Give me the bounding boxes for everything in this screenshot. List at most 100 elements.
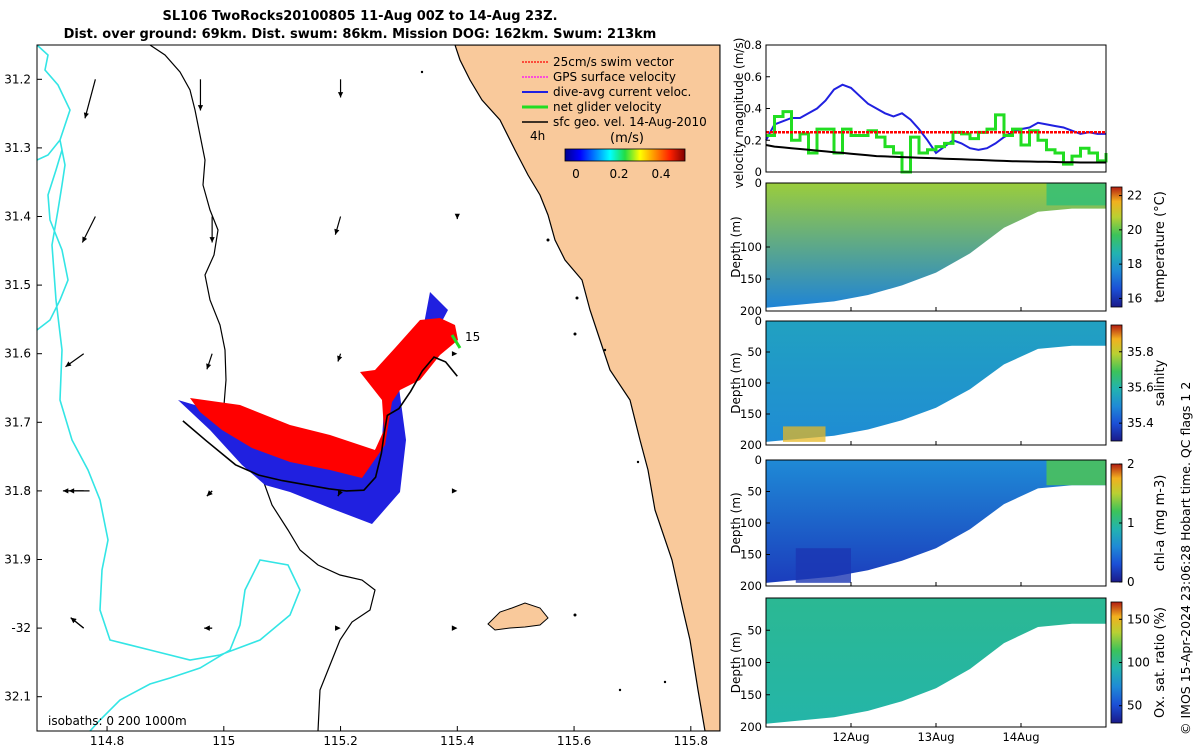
profile-y-tick-label: 50 <box>747 623 762 637</box>
surface-vector <box>337 79 344 98</box>
map-x-tick-label: 115 <box>212 734 235 748</box>
map-y-tick-label: 31.7 <box>4 415 31 429</box>
surface-vector-head <box>209 237 215 243</box>
velocity-lines <box>765 83 1108 174</box>
map-x-tick-label: 114.8 <box>90 734 124 748</box>
profile-y-tick-label: 150 <box>740 272 762 286</box>
deep-band <box>783 426 826 442</box>
coastal-rocks <box>420 70 667 692</box>
velocity-ylabel: velocity magnitude (m/s) <box>732 38 746 189</box>
surface-vector-head <box>82 236 88 243</box>
colorbar-tick-label: 18 <box>1127 257 1142 271</box>
map-x-tick-label: 115.8 <box>674 734 708 748</box>
profile-y-tick-label: 0 <box>755 314 762 328</box>
legend-sfc: sfc geo. vel. 14-Aug-2010 <box>553 115 707 129</box>
surface-vector-head <box>62 488 69 494</box>
surface-vector <box>335 625 341 631</box>
surface-vector <box>209 216 215 243</box>
profile-panel: 0 100 150 200 Depth (m) 16 18 20 22 temperature (… <box>729 176 1168 318</box>
velocity-y-tick-label: 0.6 <box>744 70 762 84</box>
surface-vector-head <box>337 355 343 362</box>
map-axes-box <box>36 44 721 732</box>
velocity-y-tick-label: 0.2 <box>744 133 762 147</box>
surface-band <box>1046 460 1106 486</box>
colorbar-tick-label: 100 <box>1127 656 1150 670</box>
colorbar-tick-label: 0 <box>1127 575 1135 589</box>
profile-colorbar <box>1110 324 1123 442</box>
map-colorbar-tick-2: 0.4 <box>651 167 670 181</box>
surface-vector-head <box>197 105 204 111</box>
profile-variable-label: temperature (°C) <box>1153 191 1168 303</box>
surface-vector-head <box>83 112 89 119</box>
profile-ylabel: Depth (m) <box>729 632 743 693</box>
surface-vector <box>65 353 85 368</box>
surface-vector-head <box>337 92 344 98</box>
net-glider-velocity-segment <box>450 334 462 349</box>
velocity-y-tick-label: 0.8 <box>744 38 762 52</box>
colorbar-tick-label: 22 <box>1127 189 1142 203</box>
date-tick-label: 14Aug <box>1002 730 1039 744</box>
surface-vector-shaft <box>84 79 96 119</box>
copyright-note: © IMOS 15-Apr-2024 23:06:28 Hobart time.… <box>1178 381 1193 735</box>
profile-variable-label: salinity <box>1153 359 1168 406</box>
surface-vector <box>70 617 85 629</box>
profile-ylabel: Depth (m) <box>729 492 743 553</box>
title-line-2: Dist. over ground: 69km. Dist. swum: 86k… <box>63 27 657 42</box>
colorbar-tick-label: 150 <box>1127 612 1150 626</box>
surface-vector-head <box>337 490 343 497</box>
profile-y-tick-label: 200 <box>740 579 762 593</box>
surface-vector-head <box>206 363 212 370</box>
map-x-tick-label: 115.6 <box>557 734 591 748</box>
surface-vector <box>334 216 342 235</box>
surface-vector <box>451 488 458 494</box>
surface-vector <box>81 216 96 243</box>
profile-panel: 0 50 100 150 200 Depth (m) 0 1 2 chl-a (mg m-3) <box>729 453 1168 593</box>
surface-vector <box>204 625 213 631</box>
profile-y-tick-label: 200 <box>740 720 762 734</box>
velocity-series-line <box>765 144 1106 164</box>
surface-vector <box>451 625 458 631</box>
map-y-tick-label: 31.5 <box>4 278 31 292</box>
surface-vector-head <box>451 488 458 494</box>
surface-vector <box>454 213 460 220</box>
profile-y-tick-label: 100 <box>740 376 762 390</box>
profile-y-tick-label: 100 <box>740 656 762 670</box>
surface-vector-head <box>70 617 77 624</box>
profile-y-tick-label: 150 <box>740 407 762 421</box>
map-y-tick-label: 31.8 <box>4 484 31 498</box>
profile-y-tick-label: 150 <box>740 688 762 702</box>
map-ticks: 114.8 115 115.2 115.4 115.6 115.8 31.2 31.3 31.4… <box>4 72 708 748</box>
velocity-series-line <box>765 83 1106 155</box>
surface-vector <box>83 79 96 119</box>
profile-y-tick-label: 0 <box>755 453 762 467</box>
profile-y-tick-label: 200 <box>740 438 762 452</box>
deep-band <box>795 548 851 583</box>
surface-vector <box>206 490 213 497</box>
map-colorbar-tick-0: 0 <box>572 167 580 181</box>
profile-data-region <box>766 183 1106 308</box>
map-y-tick-label: 31.6 <box>4 347 31 361</box>
isobath-line <box>37 45 301 731</box>
profile-y-tick-label: 100 <box>740 516 762 530</box>
map-plot-area: 15 4h 25cm/s swim vector GPS surface vel… <box>37 45 720 731</box>
map-colorbar: (m/s) 0 0.2 0.4 <box>564 131 686 181</box>
velocity-series-line <box>766 110 1108 174</box>
glider-track <box>182 356 458 492</box>
surface-vector-head <box>335 625 341 631</box>
map-y-tick-label: 31.3 <box>4 141 31 155</box>
profile-colorbar <box>1110 186 1123 308</box>
velocity-ticks: 0 0.2 0.4 0.6 0.8 <box>744 38 770 179</box>
profile-y-tick-label: 100 <box>740 240 762 254</box>
legend-dive: dive-avg current veloc. <box>553 85 691 99</box>
map-colorbar-gradient <box>564 148 686 162</box>
surface-vector-head <box>334 228 340 235</box>
colorbar-tick-label: 50 <box>1127 699 1142 713</box>
legend-net: net glider velocity <box>553 100 661 114</box>
map-y-tick-label: 31.4 <box>4 210 31 224</box>
profile-y-tick-label: 50 <box>747 485 762 499</box>
colorbar-tick-label: 35.4 <box>1127 416 1154 430</box>
legend-swim: 25cm/s swim vector <box>553 55 674 69</box>
profile-variable-label: chl-a (mg m-3) <box>1153 475 1168 572</box>
